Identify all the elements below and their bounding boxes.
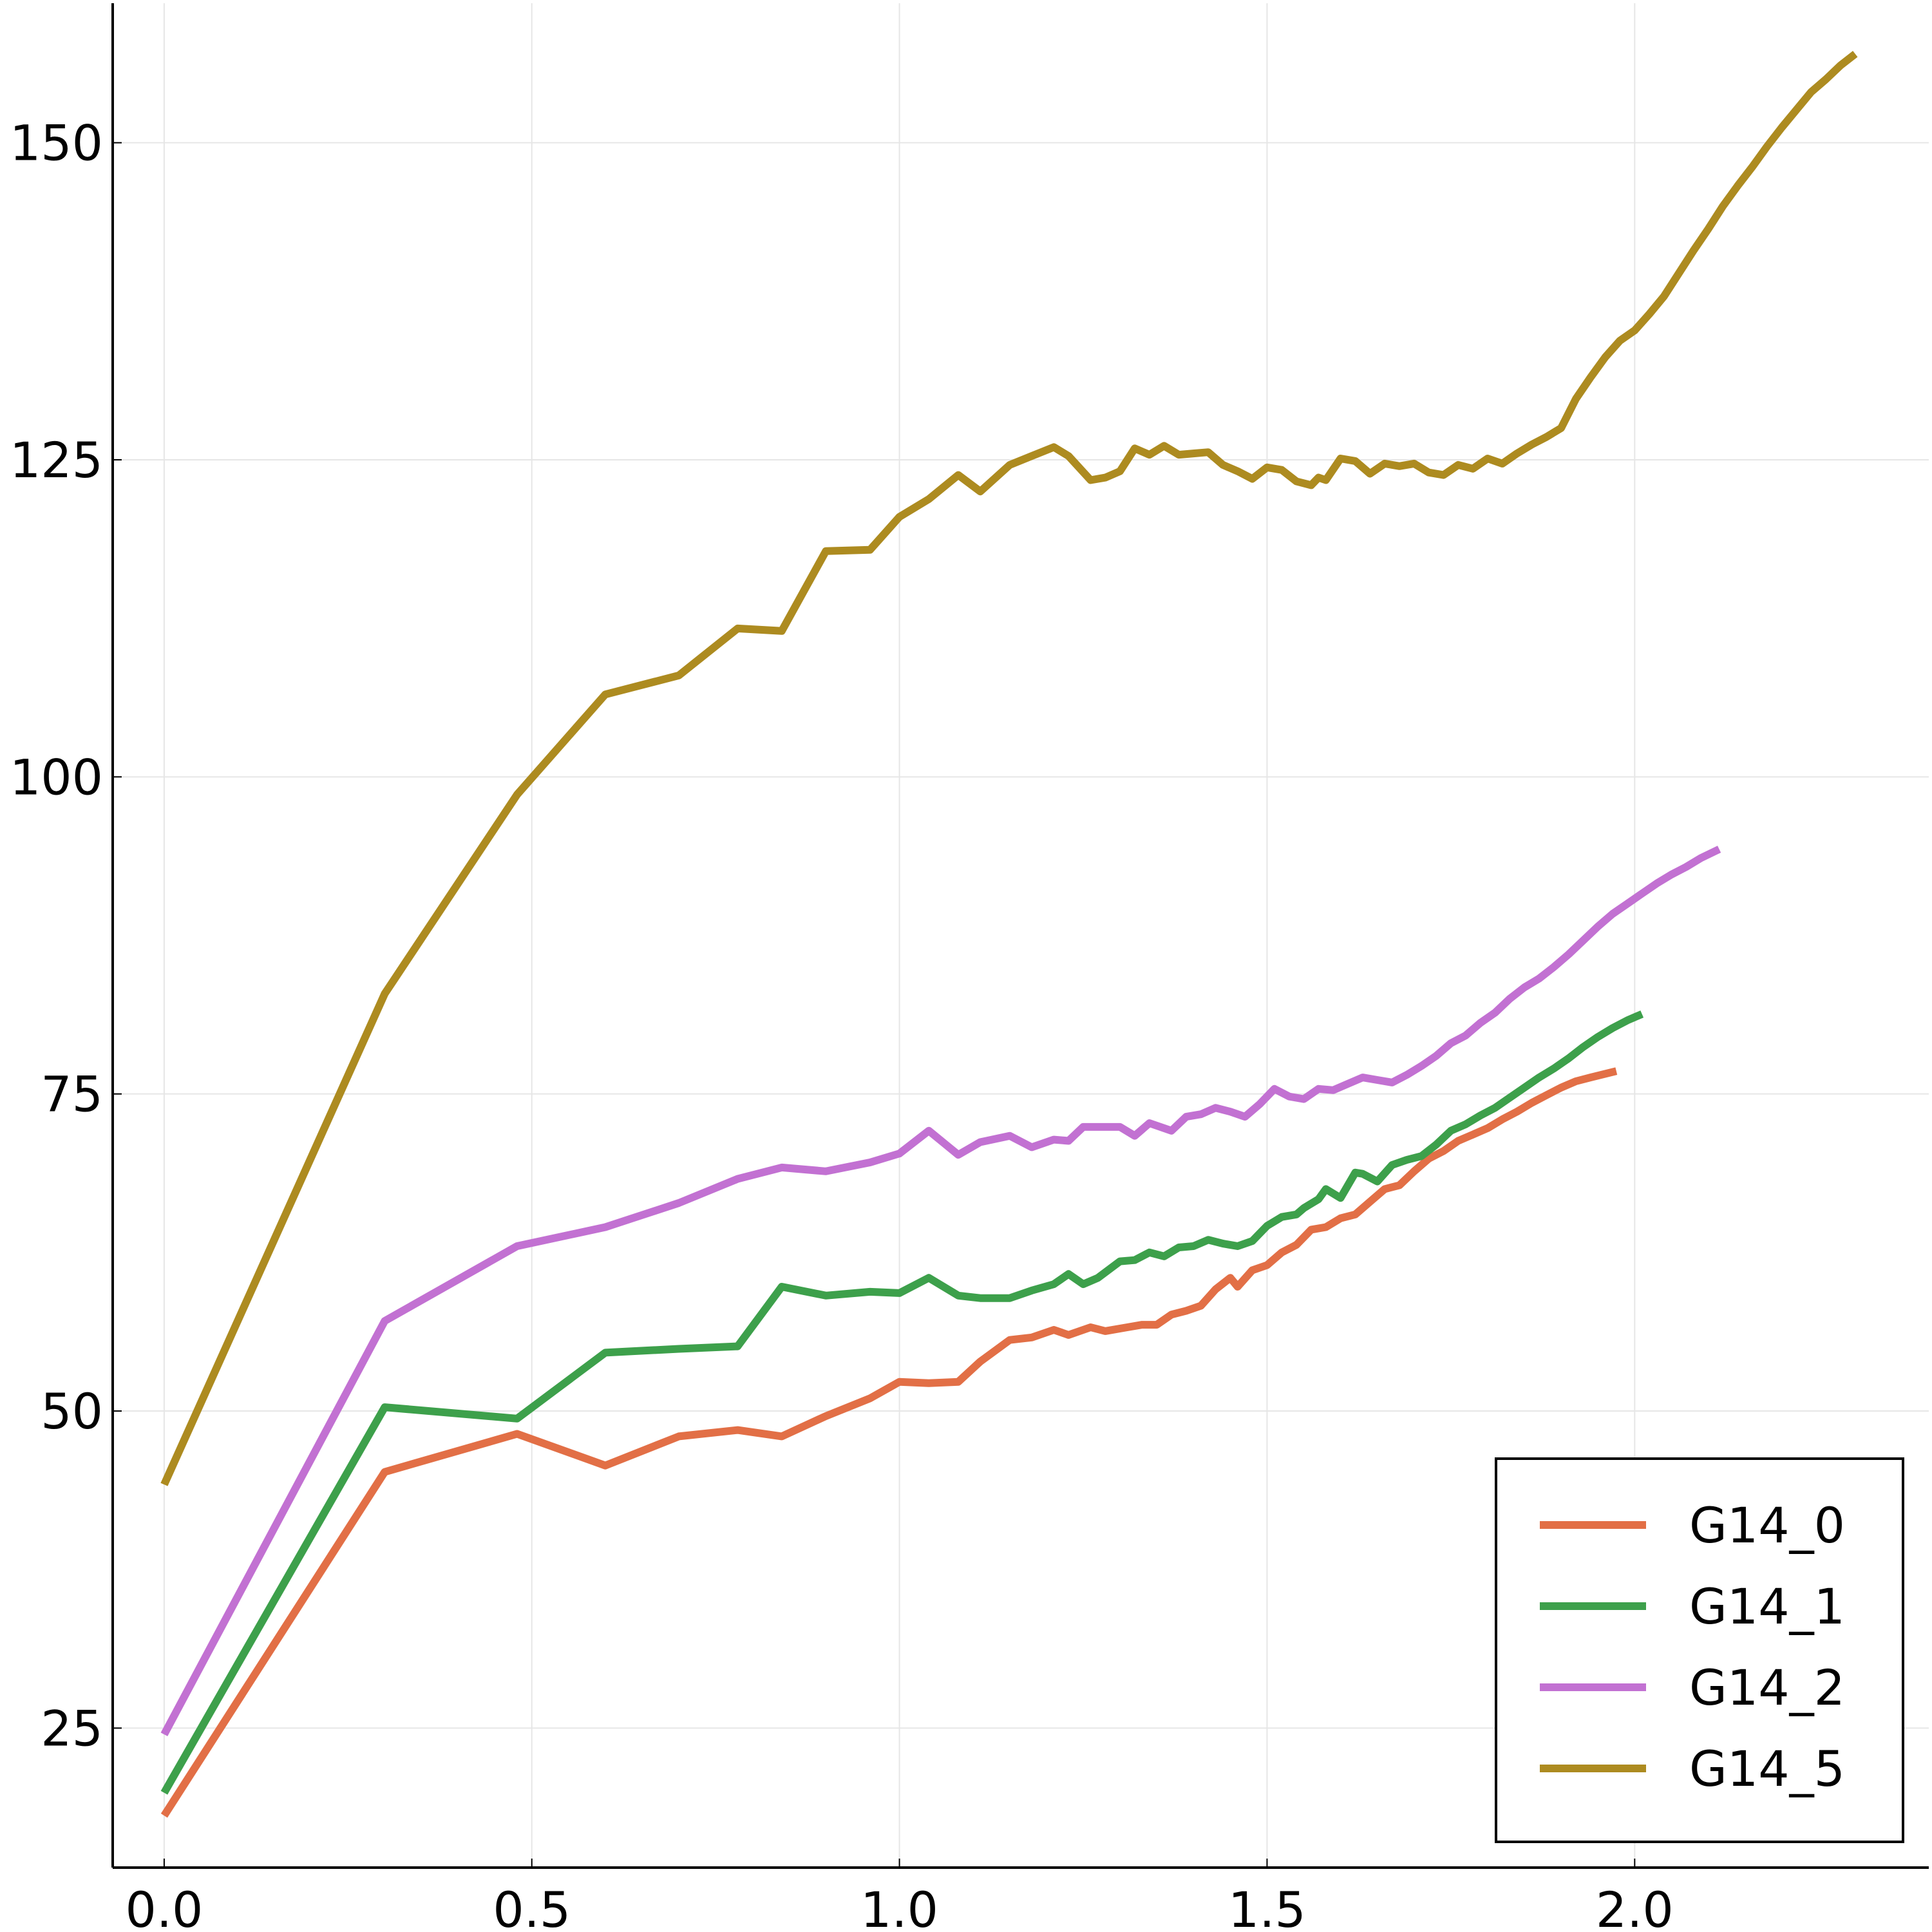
x-tick-label: 0.5 — [493, 1881, 571, 1932]
x-tick-label: 1.5 — [1228, 1881, 1306, 1932]
legend-label: G14_5 — [1689, 1740, 1845, 1797]
y-tick-label: 150 — [10, 115, 103, 172]
x-tick-label: 2.0 — [1596, 1881, 1674, 1932]
series-lines — [160, 51, 1858, 1818]
legend-label: G14_2 — [1689, 1659, 1845, 1716]
y-tick-label: 125 — [10, 431, 103, 489]
axes — [111, 3, 1929, 1869]
x-tick-labels: 0.0 0.5 1.0 1.5 2.0 — [125, 1859, 1674, 1932]
y-tick-label: 50 — [41, 1383, 103, 1440]
series-line-g14-0 — [160, 1067, 1618, 1818]
legend: G14_0 G14_1 G14_2 G14_5 — [1495, 1457, 1904, 1843]
y-tick-label: 75 — [41, 1066, 103, 1123]
x-tick-label: 1.0 — [860, 1881, 938, 1932]
x-tick-label: 0.0 — [125, 1881, 203, 1932]
legend-label: G14_1 — [1689, 1578, 1845, 1635]
series-line-g14-2 — [160, 846, 1721, 1737]
y-tick-labels: 25 50 75 100 125 150 — [10, 115, 122, 1757]
y-tick-label: 25 — [41, 1700, 103, 1757]
series-line-g14-1 — [160, 1010, 1644, 1795]
y-tick-label: 100 — [10, 748, 103, 806]
series-line-g14-5 — [160, 51, 1858, 1486]
legend-label: G14_0 — [1689, 1497, 1845, 1554]
